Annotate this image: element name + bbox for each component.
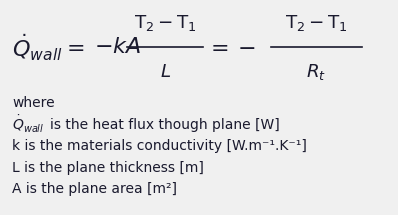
Text: $\mathrm{T}_2 - \mathrm{T}_1$: $\mathrm{T}_2 - \mathrm{T}_1$ [285, 12, 348, 33]
Text: $\mathrm{T}_2 - \mathrm{T}_1$: $\mathrm{T}_2 - \mathrm{T}_1$ [134, 12, 197, 33]
Text: $-kA$: $-kA$ [94, 36, 141, 58]
Text: $-$: $-$ [237, 36, 255, 58]
Text: $=$: $=$ [62, 36, 85, 58]
Text: L is the plane thickness [m]: L is the plane thickness [m] [12, 161, 204, 175]
Text: is the heat flux though plane [W]: is the heat flux though plane [W] [50, 118, 279, 132]
Text: $\dot{Q}_{wall}$: $\dot{Q}_{wall}$ [12, 32, 62, 63]
Text: k is the materials conductivity [W.m⁻¹.K⁻¹]: k is the materials conductivity [W.m⁻¹.K… [12, 139, 307, 153]
Text: $=$: $=$ [206, 36, 228, 58]
Text: $L$: $L$ [160, 63, 171, 81]
Text: $R_t$: $R_t$ [306, 62, 326, 82]
Text: where: where [12, 96, 55, 110]
Text: A is the plane area [m²]: A is the plane area [m²] [12, 182, 177, 196]
Text: $\dot{Q}_{wall}$: $\dot{Q}_{wall}$ [12, 114, 44, 135]
